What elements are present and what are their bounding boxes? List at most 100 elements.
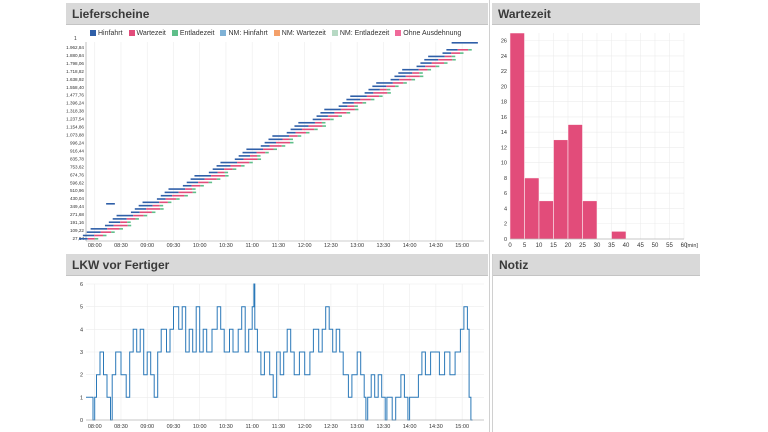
gantt-bar-entladezeit	[387, 92, 391, 94]
hist-y-tick: 0	[504, 237, 507, 243]
lkw-y-tick: 1	[80, 395, 83, 401]
gantt-y-tick: 27,84	[73, 236, 85, 241]
gantt-bar-wartezeit	[159, 201, 168, 204]
lkw-y-tick: 2	[80, 373, 83, 379]
gantt-bar-entladezeit	[127, 224, 132, 227]
panel-divider	[489, 0, 490, 432]
hist-bar	[611, 231, 627, 240]
gantt-bar-entladezeit	[322, 125, 326, 127]
gantt-bar-hinfahrt	[104, 224, 114, 227]
gantt-bar-hinfahrt	[116, 214, 134, 217]
panel-notiz: Notiz	[492, 254, 700, 432]
gantt-bar-wartezeit	[431, 62, 445, 64]
legend-label: Wartezeit	[136, 29, 166, 37]
gantt-bar-hinfahrt	[112, 218, 127, 220]
gantt-bar-hinfahrt	[268, 138, 283, 141]
gantt-bar-hinfahrt	[106, 203, 115, 205]
gantt-bar-wartezeit	[288, 135, 298, 137]
gantt-bar-hinfahrt	[134, 208, 147, 210]
hist-y-tick: 18	[501, 100, 507, 106]
gantt-bar-wartezeit	[314, 121, 322, 124]
gantt-bar-hinfahrt	[290, 128, 302, 131]
panel-title-wartezeit: Wartezeit	[492, 3, 700, 25]
gantt-y-tick: 430,04	[70, 196, 84, 201]
lkw-x-tick: 09:30	[167, 424, 181, 430]
legend-swatch	[273, 30, 280, 36]
gantt-x-tick: 11:00	[246, 243, 259, 249]
gantt-bar-entladezeit	[460, 52, 464, 54]
panel-title-notiz: Notiz	[493, 254, 700, 276]
gantt-y-tick: 1.154,86	[66, 125, 84, 130]
hist-y-tick: 4	[504, 206, 507, 212]
gantt-bar-entladezeit	[452, 58, 456, 61]
gantt-x-tick: 10:00	[193, 243, 207, 249]
gantt-y-tick: 1.477,76	[66, 93, 84, 98]
hist-x-tick: 45	[637, 243, 644, 249]
lkw-x-tick: 10:30	[219, 424, 233, 430]
gantt-bar-hinfahrt	[90, 228, 108, 230]
gantt-bar-hinfahrt	[208, 171, 218, 174]
gantt-bar-wartezeit	[185, 188, 193, 190]
gantt-bar-entladezeit	[395, 85, 399, 88]
gantt-bar-hinfahrt	[338, 105, 348, 107]
lkw-x-tick: 11:00	[246, 424, 259, 430]
gantt-bar-hinfahrt	[294, 125, 309, 127]
gantt-bar-wartezeit	[366, 95, 380, 98]
hist-x-tick: 30	[594, 243, 601, 249]
gantt-bar-hinfahrt	[298, 121, 315, 124]
gantt-y-tick: 1.396,24	[66, 101, 84, 106]
hist-y-tick: 10	[501, 161, 507, 167]
hist-y-tick: 24	[501, 54, 507, 60]
gantt-bar-entladezeit	[444, 62, 448, 64]
hist-bar	[553, 139, 569, 240]
gantt-bar-hinfahrt	[156, 198, 166, 200]
gantt-bar-hinfahrt	[82, 234, 95, 237]
gantt-bar-hinfahrt	[130, 211, 140, 214]
gantt-bar-entladezeit	[119, 228, 123, 230]
gantt-bar-hinfahrt	[451, 42, 478, 44]
gantt-bar-entladezeit	[232, 168, 237, 170]
gantt-bar-entladezeit	[192, 191, 197, 194]
gantt-bar-wartezeit	[379, 88, 387, 91]
hist-y-tick: 12	[501, 145, 507, 151]
gantt-bar-wartezeit	[256, 151, 266, 154]
legend-item: NM: Entladezeit	[331, 27, 389, 39]
gantt-bar-entladezeit	[370, 98, 375, 101]
gantt-bar-hinfahrt	[346, 98, 361, 101]
gantt-x-tick: 12:00	[298, 243, 312, 249]
gantt-bar-wartezeit	[113, 224, 128, 227]
gantt-bar-entladezeit	[224, 171, 229, 174]
gantt-bar-entladezeit	[200, 184, 204, 187]
notiz-body[interactable]	[493, 276, 700, 432]
lkw-x-tick: 12:00	[298, 424, 312, 430]
gantt-bar-wartezeit	[269, 145, 282, 147]
gantt-bar-entladezeit	[427, 68, 432, 71]
gantt-bar-entladezeit	[435, 65, 440, 68]
gantt-bar-wartezeit	[100, 231, 112, 233]
gantt-bar-wartezeit	[444, 55, 452, 58]
legend-label: Entladezeit	[179, 29, 215, 37]
gantt-bar-wartezeit	[224, 168, 233, 170]
gantt-bar-wartezeit	[340, 108, 355, 111]
gantt-bar-wartezeit	[191, 184, 201, 187]
gantt-bar-entladezeit	[411, 78, 416, 81]
gantt-bar-entladezeit	[379, 95, 383, 98]
hist-x-tick: 25	[579, 243, 586, 249]
legend-label: NM: Wartezeit	[281, 29, 326, 37]
lkw-x-tick: 15:00	[455, 424, 469, 430]
hist-bar	[524, 177, 540, 240]
gantt-bar-wartezeit	[373, 92, 388, 94]
gantt-bar-hinfahrt	[416, 65, 426, 68]
gantt-bar-hinfahrt	[264, 141, 276, 144]
panel-title-lkw: LKW vor Fertiger	[66, 254, 488, 276]
gantt-bar-wartezeit	[275, 141, 290, 144]
gantt-bar-wartezeit	[211, 175, 226, 177]
gantt-bar-hinfahrt	[138, 204, 153, 207]
gantt-bar-entladezeit	[257, 158, 262, 161]
gantt-bar-hinfahrt	[190, 178, 205, 180]
lkw-x-tick: 13:30	[377, 424, 391, 430]
gantt-bar-wartezeit	[308, 125, 323, 127]
legend-item: Hinfahrt	[90, 27, 123, 39]
hist-y-tick: 16	[501, 115, 507, 121]
lkw-y-tick: 5	[80, 305, 83, 311]
